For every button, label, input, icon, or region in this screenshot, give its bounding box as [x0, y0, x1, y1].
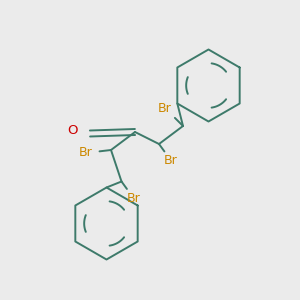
Text: Br: Br [158, 101, 172, 115]
Text: Br: Br [164, 154, 178, 167]
Text: Br: Br [127, 191, 140, 205]
Text: O: O [67, 124, 77, 137]
Text: Br: Br [79, 146, 92, 160]
